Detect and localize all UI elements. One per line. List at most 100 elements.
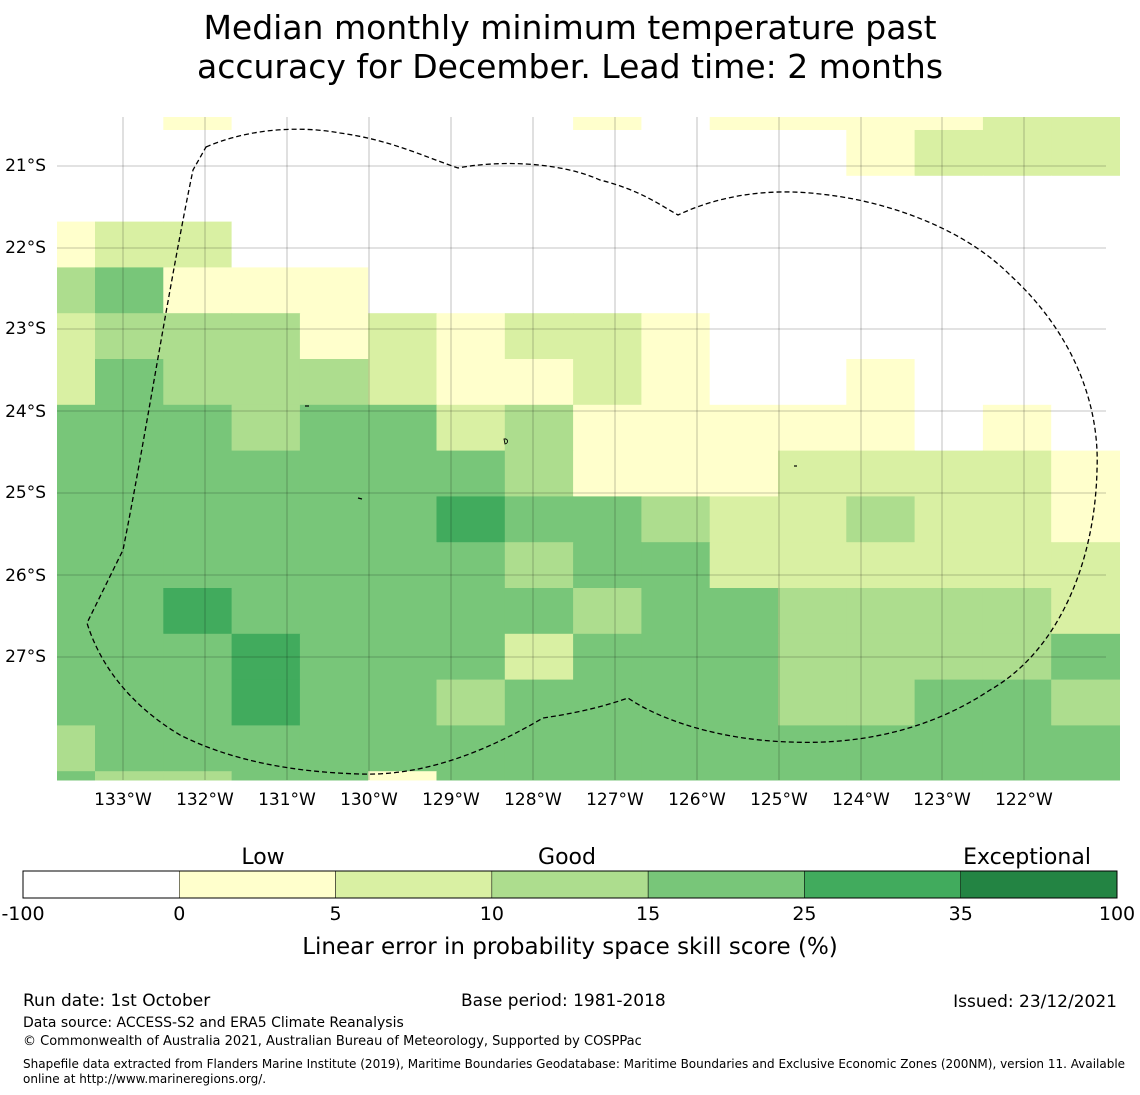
grid-cell [709,450,779,497]
grid-cell [778,771,847,781]
island-marker [503,438,508,445]
grid-cell [436,771,506,781]
grid-cell [1051,313,1120,360]
grid-cell [436,267,506,314]
grid-cell [57,725,96,772]
grid-cell [641,130,711,177]
grid-cell [163,725,233,772]
grid-cell [1051,130,1120,177]
grid-cell [95,404,164,452]
grid-cell [709,633,779,681]
grid-cell [846,117,916,131]
grid-cell [846,313,916,360]
grid-cell [95,359,164,406]
grid-cell [95,771,164,781]
grid-cell [299,117,369,131]
copyright: © Commonwealth of Australia 2021, Austra… [23,1034,642,1049]
lat-label-27s: 27°S [5,647,46,667]
grid-cell [982,588,1052,635]
shapefile-credit: Shapefile data extracted from Flanders M… [23,1057,1126,1086]
colorbar-tick-label: 25 [792,903,816,925]
grid-cell [163,267,233,314]
grid-cell [982,359,1052,406]
grid-cell [95,588,164,635]
grid-cell [1051,588,1120,635]
grid-cell [368,588,437,635]
grid-cell [299,221,369,268]
grid-cell [914,175,984,223]
grid-cell [1051,633,1120,681]
grid-cell [573,633,642,681]
colorbar-bin [22,870,180,899]
grid-cell [778,117,847,131]
grid-cell [778,450,847,497]
run-date: Run date: 1st October [23,991,211,1011]
grid-cell [299,542,369,589]
grid-cell [1051,117,1120,131]
grid-cell [914,588,984,635]
grid-cell [914,221,984,268]
skill-grid [57,117,1120,781]
grid-cell [299,267,369,314]
lat-label-22s: 22°S [5,238,46,258]
colorbar-tick-label: 5 [330,903,342,925]
grid-cell [778,404,847,452]
grid-cell [231,267,301,314]
grid-cell [231,496,301,543]
grid-cell [436,679,506,726]
grid-cell [95,313,164,360]
colorbar [22,870,1118,899]
lat-label-26s: 26°S [5,566,46,586]
grid-cell [846,633,916,681]
grid-cell [573,588,642,635]
grid-cell [641,175,711,223]
grid-cell [982,450,1052,497]
grid-cell [573,221,642,268]
grid-cell [641,313,711,360]
grid-cell [982,117,1052,131]
grid-cell [914,496,984,543]
grid-cell [1051,404,1120,452]
island-marker [357,497,363,500]
grid-cell [163,496,233,543]
lat-label-25s: 25°S [5,483,46,503]
eez-boundary-line [86,128,1098,775]
grid-cell [1051,679,1120,726]
title-line-2: accuracy for December. Lead time: 2 mont… [196,47,944,86]
grid-cell [709,267,779,314]
grid-cell [57,359,96,406]
grid-cell [163,175,233,223]
grid-cell [368,725,437,772]
grid-cell [982,313,1052,360]
grid-cell [573,771,642,781]
grid-cell [368,679,437,726]
lat-label-21s: 21°S [5,156,46,176]
grid-cell [914,771,984,781]
grid-cell [504,679,574,726]
grid-cell [778,267,847,314]
grid-cell [641,221,711,268]
grid-cell [231,117,301,131]
grid-cell [368,542,437,589]
grid-cell [573,267,642,314]
grid-cell [641,496,711,543]
grid-cell [163,588,233,635]
grid-cell [231,633,301,681]
lon-label-127w: 127°W [586,790,644,810]
grid-cell [914,267,984,314]
grid-cell [231,771,301,781]
grid-cell [846,725,916,772]
grid-cell [368,117,437,131]
colorbar-ticks: -100 0 5 10 15 25 35 100 [1,903,1135,925]
grid-cell [57,117,96,131]
grid-cell [57,221,96,268]
grid-cell [709,130,779,177]
colorbar-bin [491,870,649,899]
grid-cell [846,496,916,543]
grid-cell [914,359,984,406]
grid-cell [299,771,369,781]
grid-cell [95,679,164,726]
grid-cell [95,496,164,543]
grid-cell [846,267,916,314]
grid-cell [504,542,574,589]
